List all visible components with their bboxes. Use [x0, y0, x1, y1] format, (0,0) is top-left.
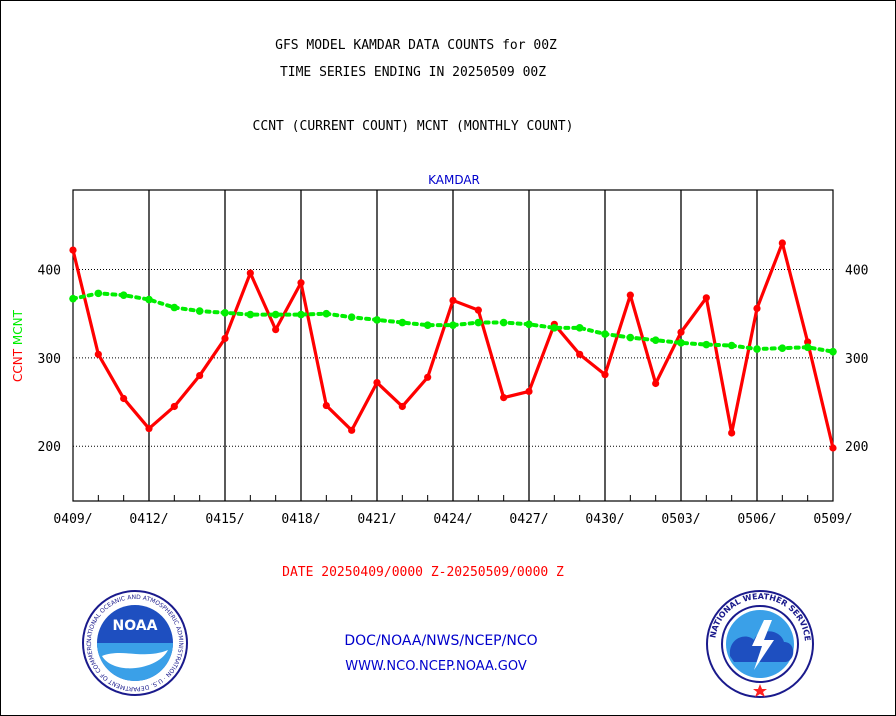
data-point-ccnt [69, 246, 77, 254]
data-point-ccnt [677, 328, 685, 336]
y-axis-label-mcnt: MCNT [11, 309, 25, 349]
data-point-ccnt [525, 387, 533, 396]
noaa-logo-icon: NOAA NATIONAL OCEANIC AND ATMOSPHERIC AD… [82, 590, 188, 696]
data-point-ccnt [500, 394, 508, 402]
data-point-ccnt [170, 402, 178, 411]
data-point-ccnt [728, 429, 736, 437]
data-point-mcnt [423, 321, 432, 329]
y-axis-label-ccnt: CCNT [11, 348, 25, 382]
data-point-ccnt [373, 379, 381, 387]
data-point-mcnt [702, 340, 711, 349]
data-point-mcnt [803, 343, 812, 352]
data-point-ccnt [652, 379, 660, 388]
x-tick-label: 0509/ [813, 512, 852, 527]
x-tick-label: 0415/ [205, 512, 244, 527]
data-point-mcnt [575, 324, 584, 332]
x-tick-label: 0427/ [509, 512, 548, 527]
data-point-ccnt [474, 306, 482, 314]
data-point-ccnt [94, 350, 102, 358]
data-point-ccnt [424, 373, 432, 381]
data-point-ccnt [398, 402, 406, 411]
x-tick-label: 0430/ [585, 512, 624, 527]
x-tick-label: 0418/ [281, 512, 320, 527]
website-link[interactable]: WWW.NCO.NCEP.NOAA.GOV [345, 659, 527, 674]
x-tick-label: 0412/ [129, 512, 168, 527]
data-point-mcnt [525, 320, 533, 329]
y-axis-label: CCNT MCNT [11, 309, 25, 382]
data-point-ccnt [829, 444, 837, 452]
x-tick-label: 0503/ [661, 512, 700, 527]
data-point-ccnt [778, 239, 786, 247]
data-point-mcnt [119, 291, 128, 299]
data-point-ccnt [804, 338, 812, 346]
data-point-mcnt [499, 318, 508, 327]
data-point-ccnt [753, 304, 761, 312]
data-point-mcnt [322, 309, 331, 318]
data-point-ccnt [272, 325, 280, 334]
date-range-label: DATE 20250409/0000 Z-20250509/0000 Z [282, 565, 564, 580]
x-tick-label: 0409/ [53, 512, 92, 527]
data-point-ccnt [221, 334, 229, 343]
data-point-ccnt [322, 401, 330, 410]
x-tick-label: 0424/ [433, 512, 472, 527]
data-point-mcnt [373, 316, 381, 324]
data-point-ccnt [246, 269, 254, 277]
data-point-mcnt [677, 339, 685, 347]
y-tick-label-right: 300 [845, 352, 868, 367]
chart-subtitle: CCNT (CURRENT COUNT) MCNT (MONTHLY COUNT… [252, 119, 574, 134]
data-point-mcnt [246, 310, 255, 319]
data-point-ccnt [626, 291, 634, 299]
y-tick-label-right: 400 [845, 264, 868, 279]
data-point-mcnt [221, 309, 229, 317]
x-tick-label: 0506/ [737, 512, 776, 527]
chart-title-line1: GFS MODEL KAMDAR DATA COUNTS for 00Z [275, 38, 557, 53]
data-point-mcnt [753, 345, 761, 353]
data-point-ccnt [702, 294, 710, 302]
y-tick-label-left: 300 [38, 352, 61, 367]
y-tick-label-left: 400 [38, 264, 61, 279]
data-point-mcnt [727, 341, 736, 350]
data-point-mcnt [69, 294, 77, 303]
data-point-mcnt [398, 318, 407, 327]
station-title: KAMDAR [428, 173, 480, 187]
data-point-mcnt [145, 295, 153, 304]
chart-title-line2: TIME SERIES ENDING IN 20250509 00Z [279, 65, 547, 80]
data-point-mcnt [449, 321, 457, 329]
data-point-mcnt [474, 318, 483, 327]
data-point-ccnt [120, 394, 128, 403]
data-point-ccnt [196, 371, 204, 380]
data-point-mcnt [601, 330, 609, 338]
nws-logo-icon: NATIONAL WEATHER SERVICE [706, 590, 814, 698]
data-point-ccnt [348, 426, 356, 434]
data-point-mcnt [271, 310, 280, 319]
y-tick-label-left: 200 [38, 440, 61, 455]
data-point-ccnt [449, 296, 457, 305]
x-tick-label: 0421/ [357, 512, 396, 527]
data-point-mcnt [626, 333, 635, 342]
org-path-text: DOC/NOAA/NWS/NCEP/NCO [344, 633, 538, 649]
noaa-logo-label: NOAA [113, 618, 158, 634]
data-point-mcnt [550, 324, 559, 332]
data-point-ccnt [297, 279, 305, 287]
data-point-mcnt [170, 303, 179, 312]
data-point-mcnt [347, 313, 356, 322]
data-point-ccnt [145, 424, 153, 433]
data-point-mcnt [94, 289, 103, 298]
data-point-ccnt [576, 350, 584, 358]
y-tick-label-right: 200 [845, 440, 868, 455]
data-point-mcnt [829, 347, 837, 356]
data-point-mcnt [778, 344, 787, 352]
data-point-mcnt [195, 307, 204, 315]
data-point-ccnt [601, 371, 609, 379]
data-point-mcnt [297, 310, 305, 319]
data-point-mcnt [651, 336, 660, 344]
